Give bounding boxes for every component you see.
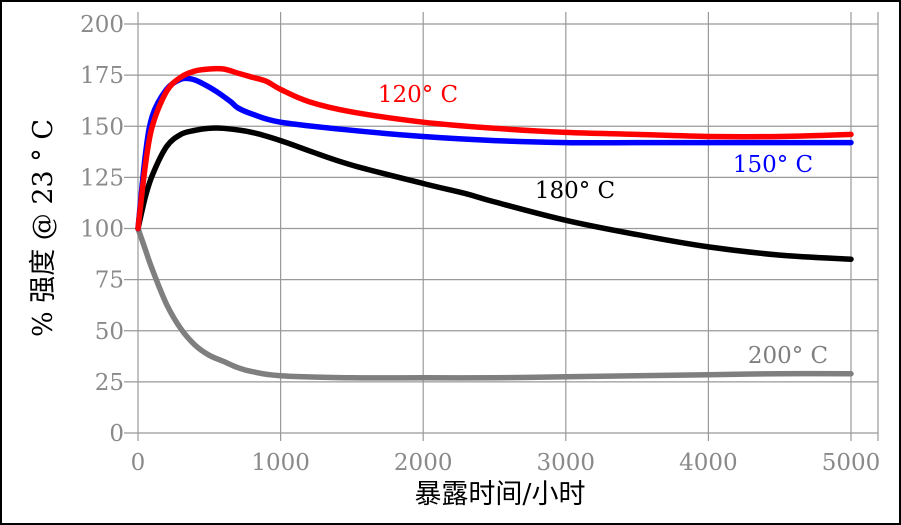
series-labels: 120° C 150° C 180° C 200° C — [378, 82, 828, 369]
series-label-2: 180° C — [535, 178, 615, 204]
y-tick-label: 25 — [95, 370, 124, 396]
x-tick-label: 0 — [131, 450, 146, 476]
x-axis-title: 暴露时间/小时 — [414, 479, 585, 510]
y-tick-label: 75 — [95, 268, 124, 294]
x-axis-ticks: 0 1000 2000 3000 4000 5000 — [131, 450, 881, 476]
x-tick-label: 1000 — [251, 450, 310, 476]
series-label-0: 120° C — [378, 82, 458, 108]
x-tick-label: 5000 — [822, 450, 881, 476]
series-label-3: 200° C — [748, 343, 828, 369]
series-lines — [135, 65, 854, 381]
y-tick-label: 150 — [80, 114, 124, 140]
y-tick-label: 125 — [80, 165, 124, 191]
series-line-2 — [135, 125, 854, 262]
y-tick-label: 50 — [95, 319, 124, 345]
series-label-1: 150° C — [733, 152, 813, 178]
y-axis-ticks: 0 25 50 75 100 125 150 175 200 — [80, 12, 124, 447]
y-tick-label: 175 — [80, 63, 124, 89]
series-line-0 — [135, 65, 854, 232]
series-line-3 — [135, 225, 854, 381]
y-tick-label: 100 — [80, 217, 124, 243]
y-tick-label: 0 — [109, 421, 124, 447]
y-axis-title: % 强度 @ 23 ° C — [28, 119, 59, 337]
x-tick-label: 2000 — [394, 450, 453, 476]
y-tick-label: 200 — [80, 12, 124, 38]
x-tick-label: 3000 — [537, 450, 596, 476]
x-tick-label: 4000 — [679, 450, 738, 476]
